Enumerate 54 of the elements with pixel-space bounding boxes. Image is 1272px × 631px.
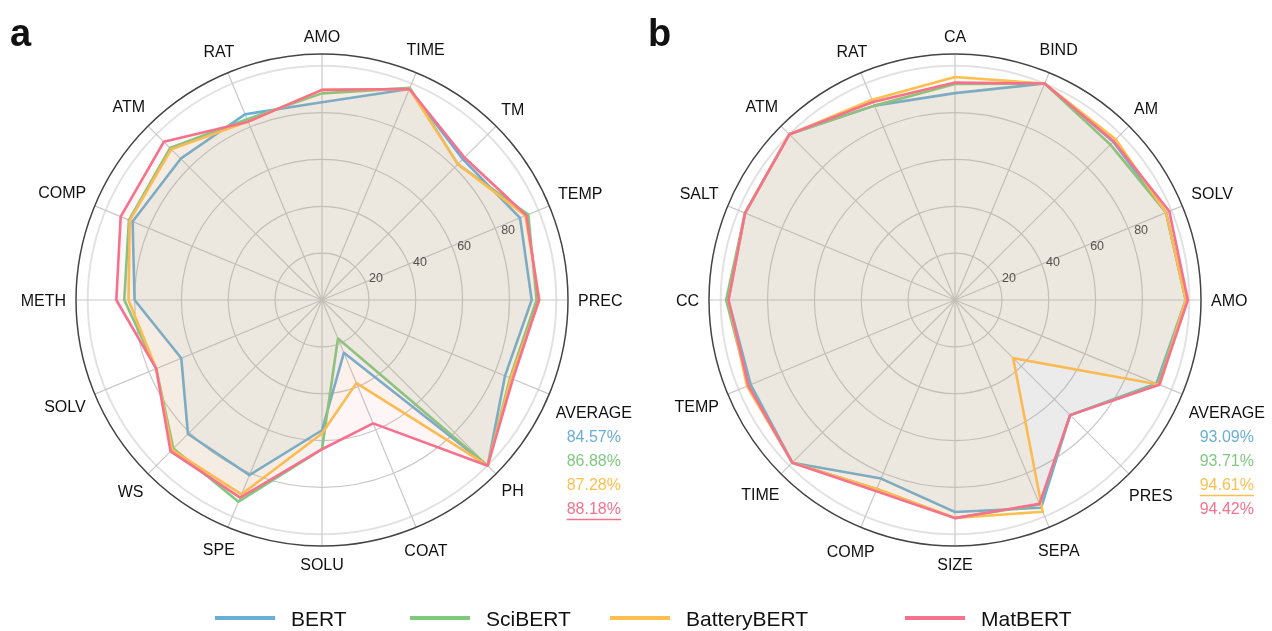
- spoke-label: AM: [1134, 100, 1159, 118]
- text: 86.88%: [566, 452, 621, 470]
- spoke-label: PH: [501, 482, 524, 500]
- spoke-label: AVERAGE: [555, 404, 632, 422]
- text: 94.42%: [1199, 500, 1254, 518]
- spoke-label: SOLV: [44, 397, 87, 415]
- spoke-label: SOLV: [1191, 185, 1234, 203]
- text: 87.28%: [566, 476, 621, 494]
- spoke-label: SPE: [202, 540, 235, 558]
- spoke-label: METH: [20, 291, 66, 309]
- legend-label: BERT: [291, 606, 347, 630]
- text: 84.57%: [566, 428, 621, 446]
- spoke-label: TIME: [406, 41, 445, 59]
- spoke-label: SEPA: [1038, 542, 1080, 560]
- spoke-label: SOLU: [300, 555, 344, 573]
- y-tick-label: 40: [413, 254, 428, 269]
- legend-label: MatBERT: [981, 606, 1072, 630]
- y-tick-label: 80: [501, 222, 516, 237]
- y-tick-label: 20: [369, 270, 384, 285]
- text: 93.71%: [1199, 452, 1254, 470]
- legend-label: SciBERT: [486, 606, 571, 630]
- spoke-label: ATM: [745, 98, 779, 116]
- y-tick-label: 40: [1046, 254, 1061, 269]
- spoke-label: AMO: [303, 27, 341, 45]
- spoke-label: PRES: [1129, 487, 1173, 505]
- spoke-label: RAT: [203, 42, 235, 60]
- spoke-label: PREC: [578, 291, 623, 309]
- spoke-label: TM: [501, 100, 525, 118]
- spoke-label: ATM: [112, 98, 146, 116]
- text: 93.09%: [1199, 428, 1254, 446]
- y-tick-label: 20: [1002, 270, 1017, 285]
- spoke-label: AVERAGE: [1188, 404, 1265, 422]
- text: 94.61%: [1199, 476, 1254, 494]
- spoke-label: COAT: [404, 542, 448, 560]
- spoke-label: CC: [675, 291, 699, 309]
- spoke-label: SIZE: [937, 555, 973, 573]
- y-tick-label: 60: [457, 238, 472, 253]
- spoke-label: TEMP: [674, 398, 719, 416]
- spoke-label: COMP: [38, 183, 87, 201]
- spoke-label: WS: [117, 482, 144, 500]
- spoke-label: AMO: [1211, 291, 1248, 309]
- text: 88.18%: [566, 500, 621, 518]
- spoke-label: RAT: [836, 42, 868, 60]
- y-tick-label: 60: [1090, 238, 1105, 253]
- y-tick-label: 80: [1134, 222, 1149, 237]
- spoke-label: SALT: [679, 185, 719, 203]
- spoke-label: TEMP: [558, 184, 603, 202]
- legend-label: BatteryBERT: [686, 606, 809, 630]
- chart-title: b: [648, 12, 672, 54]
- spoke-label: COMP: [826, 543, 875, 561]
- spoke-label: TIME: [741, 486, 780, 504]
- spoke-label: CA: [943, 27, 967, 45]
- chart-title: a: [10, 12, 32, 54]
- spoke-label: BIND: [1039, 41, 1078, 59]
